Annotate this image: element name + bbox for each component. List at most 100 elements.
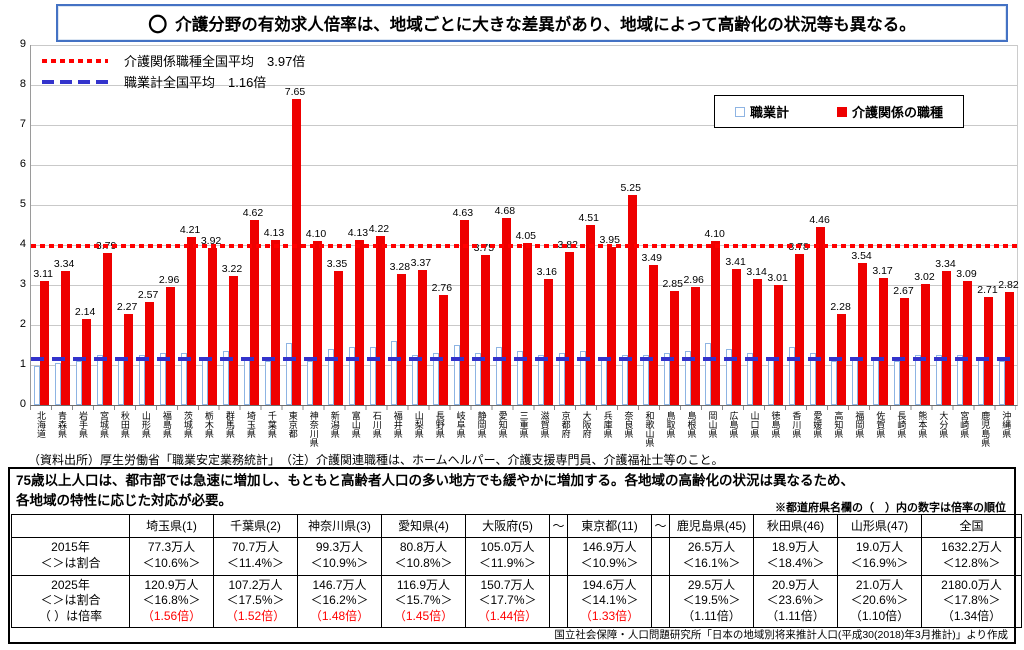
prefecture-bar-group: 3.79 [94,45,116,405]
prefecture-name-label: 長野県 [434,411,445,438]
ratio-value: （1.44倍） [477,608,538,623]
prefecture-bar-group: 4.13 [262,45,285,405]
prefecture-name-label: 三重県 [518,411,529,438]
value-cell: 1632.2万人 ＜12.8%＞ [921,536,1022,576]
prefecture-bar-group: 2.82 [996,45,1019,405]
prefecture-name-label: 岐阜県 [455,411,466,438]
all-jobs-bar [894,361,901,405]
care-jobs-value-label: 3.34 [935,258,956,271]
prefecture-name-label: 静岡県 [476,411,487,438]
x-axis-label-cell: 大分県 [932,411,953,463]
population-table-box: 75歳以上人口は、都市部では急速に増加し、もともと高齢者人口の多い地方でも緩やか… [8,467,1022,644]
care-jobs-bar [816,226,826,405]
population-value: 107.2万人 [228,577,283,592]
all-jobs-bar [999,361,1006,405]
ratio-value: （1.56倍） [141,608,202,623]
prefecture-bar-group: 3.95 [598,45,620,405]
population-value: 1632.2万人 [941,540,1002,555]
care-jobs-bar [333,271,343,405]
prefecture-bar-group: 3.28 [388,45,410,405]
care-jobs-bar [375,236,385,405]
prefecture-name-label: 東京都 [287,411,298,438]
care-jobs-value-label: 4.62 [242,207,264,220]
prefecture-bar-group: 3.14 [744,45,767,405]
care-jobs-value-label: 3.37 [410,257,432,270]
y-axis-tick-label: 3 [19,278,26,290]
all-jobs-bar [369,347,376,405]
prefecture-name-label: 埼玉県 [245,411,256,438]
care-jobs-value-label: 2.71 [977,283,998,296]
care-jobs-value-label: 4.68 [494,204,516,217]
prefecture-name-label: 福島県 [161,411,172,438]
prefecture-name-label: 富山県 [350,411,361,438]
table-rank-note: ※都道府県名欄の（ ）内の数字は倍率の順位 [775,502,1006,514]
prefecture-bar-group: 3.34 [52,45,75,405]
share-value: ＜17.7%＞ [478,593,537,608]
value-cell: 99.3万人 ＜10.9%＞ [297,536,382,576]
care-jobs-bar [543,278,553,405]
care-jobs-bar [753,279,763,405]
care-jobs-value-label: 3.16 [536,265,557,278]
x-axis-labels: 北海道 青森県 岩手県 宮城県 秋田県 山形県 福島県 茨城県 栃木県 群馬県 埼玉県 千葉県 東京都神… [30,411,1016,463]
prefecture-name-label: 山梨県 [413,411,424,438]
care-jobs-bar [312,241,322,405]
column-header: 鹿児島県(45) [669,513,754,538]
care-jobs-value-label: 3.35 [326,258,348,270]
population-value: 2180.0万人 [941,577,1002,592]
all-jobs-bar [789,347,796,405]
x-axis-label-cell: 石川県 [366,411,387,463]
share-value: ＜19.5%＞ [682,593,741,608]
prefecture-name-label: 滋賀県 [539,411,550,438]
x-axis-label-cell: 群馬県 [219,411,240,463]
value-cell: 194.6万人 ＜14.1%＞ （1.33倍） [567,574,652,628]
care-jobs-bar [690,286,700,405]
x-axis-label-cell: 東京都 [282,411,303,463]
prefecture-bar-group: 3.17 [870,45,893,405]
x-axis-label-cell: 宮城県 [93,411,114,463]
share-value: ＜10.9%＞ [580,556,639,570]
value-cell: 107.2万人 ＜17.5%＞ （1.52倍） [213,574,298,628]
prefecture-name-label: 石川県 [371,411,382,438]
value-cell: 70.7万人 ＜11.4%＞ [213,536,298,576]
all-jobs-bar [747,353,754,405]
prefecture-name-label: 愛媛県 [812,411,823,438]
all-jobs-bar [936,355,943,405]
care-jobs-bar [795,253,805,405]
prefecture-name-label: 宮城県 [98,411,109,438]
value-cell: 105.0万人 ＜11.9%＞ [465,536,550,576]
prefecture-name-label: 茨城県 [182,411,193,438]
plot-area: 3.113.342.143.792.272.572.964.213.923.22… [30,45,1019,406]
prefecture-name-label: 岩手県 [77,411,88,438]
care-jobs-bar [963,281,973,405]
prefecture-name-label: 京都府 [560,411,571,438]
share-value: ＜14.1%＞ [580,593,639,608]
care-jobs-value-label: 3.34 [53,258,75,271]
care-jobs-bar [396,273,406,405]
prefecture-name-label: 岡山県 [707,411,718,438]
all-jobs-bar [327,349,334,405]
x-axis-label-cell: 富山県 [345,411,366,463]
x-axis-label-cell: 島根県 [681,411,702,463]
x-axis-label-cell: 香川県 [785,411,806,463]
row-label-line: （ ）は倍率 [38,608,103,623]
all-jobs-bar [432,353,439,405]
row-label-line: 2015年 [51,540,90,555]
care-jobs-value-label: 4.13 [263,226,285,239]
prefecture-bar-group: 2.76 [430,45,452,405]
prefecture-name-label: 高知県 [833,411,844,438]
population-value: 99.3万人 [315,540,364,555]
all-jobs-bar [222,351,229,405]
share-value: ＜18.4%＞ [766,556,825,570]
value-cell: 120.9万人 ＜16.8%＞ （1.56倍） [129,574,214,628]
care-jobs-value-label: 3.17 [872,265,893,278]
x-axis-label-cell: 兵庫県 [597,411,618,463]
y-axis-tick-label: 6 [19,158,26,170]
care-jobs-bar [270,239,280,405]
population-value: 116.9万人 [396,577,451,592]
prefecture-name-label: 徳島県 [770,411,781,438]
x-axis-label-cell: 岡山県 [702,411,723,463]
prefecture-name-label: 北海道 [35,411,46,438]
x-axis-label-cell: 宮崎県 [953,411,974,463]
x-axis-label-cell: 熊本県 [911,411,932,463]
all-jobs-series-label: 職業計 [749,105,789,120]
